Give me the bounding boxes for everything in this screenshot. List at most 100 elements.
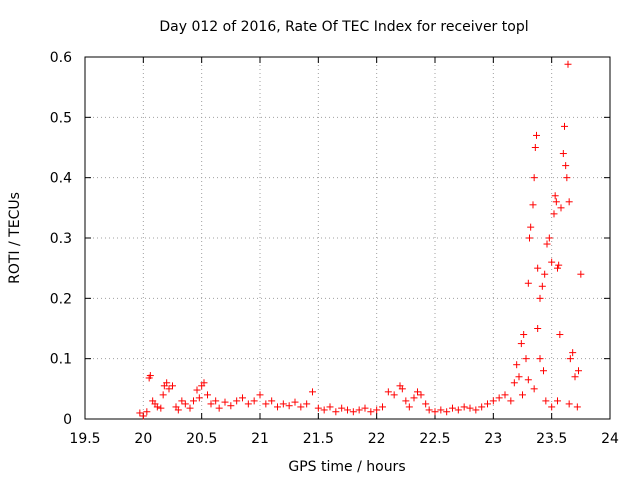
x-tick-label: 20.5 xyxy=(186,431,217,447)
data-point xyxy=(361,404,369,412)
data-point xyxy=(136,409,144,417)
data-point xyxy=(233,397,241,405)
data-point xyxy=(515,373,523,381)
data-point xyxy=(533,131,540,139)
data-point xyxy=(344,406,351,414)
data-point xyxy=(522,355,530,363)
y-tick-label: 0.5 xyxy=(50,110,72,126)
data-point xyxy=(449,404,456,412)
data-point xyxy=(554,397,561,405)
data-point xyxy=(186,404,194,412)
data-point xyxy=(541,270,549,278)
data-point xyxy=(297,403,305,411)
data-point xyxy=(545,234,553,242)
data-point xyxy=(520,331,528,339)
data-point xyxy=(262,400,270,408)
data-point xyxy=(279,400,287,408)
data-point xyxy=(309,388,316,396)
data-point xyxy=(417,391,425,399)
data-point xyxy=(195,394,203,402)
y-tick-label: 0.4 xyxy=(50,171,72,187)
data-point xyxy=(379,403,386,411)
y-tick-label: 0.1 xyxy=(50,352,72,368)
data-point xyxy=(524,376,532,384)
data-point xyxy=(543,240,551,248)
data-point xyxy=(562,162,570,170)
data-point xyxy=(507,397,515,405)
data-point xyxy=(303,400,311,408)
data-point xyxy=(159,391,167,399)
data-point xyxy=(536,294,544,302)
data-point xyxy=(349,408,357,416)
chart-title: Day 012 of 2016, Rate Of TEC Index for r… xyxy=(159,19,528,35)
data-point xyxy=(550,210,558,218)
data-point xyxy=(566,355,574,363)
data-point xyxy=(559,150,567,158)
data-point xyxy=(274,403,281,411)
data-point xyxy=(555,261,563,269)
data-point xyxy=(552,198,560,206)
data-point xyxy=(466,404,474,412)
data-point xyxy=(443,408,451,416)
data-point xyxy=(495,394,503,402)
ticks: 19.5 20 20.5 21 21.5 22 22.5 23 23.5 24 0 0.1 0.2 0.3… xyxy=(50,50,619,447)
data-point xyxy=(390,391,398,399)
data-point xyxy=(517,340,525,348)
x-tick-label: 19.5 xyxy=(69,431,100,447)
data-point xyxy=(548,403,556,411)
y-axis-label: ROTI / TECUs xyxy=(7,192,23,284)
data-point xyxy=(575,367,582,375)
x-tick-label: 22.5 xyxy=(419,431,450,447)
x-tick-label: 24 xyxy=(601,431,619,447)
data-point xyxy=(529,201,537,209)
data-point xyxy=(526,234,533,242)
data-point xyxy=(153,403,161,411)
data-point xyxy=(437,406,445,414)
data-point xyxy=(554,264,561,272)
data-point xyxy=(534,264,542,272)
data-point xyxy=(571,373,579,381)
data-point xyxy=(556,331,564,339)
y-tick-label: 0.2 xyxy=(50,291,72,307)
data-point xyxy=(314,404,322,412)
data-point xyxy=(146,372,154,380)
data-point xyxy=(489,397,497,405)
data-point xyxy=(268,397,276,405)
data-point xyxy=(561,122,568,130)
data-point xyxy=(367,408,375,416)
data-points xyxy=(136,60,585,420)
data-point xyxy=(193,386,201,394)
data-point xyxy=(534,325,542,332)
x-axis-label: GPS time / hours xyxy=(288,459,405,475)
data-point xyxy=(384,388,392,396)
data-point xyxy=(410,394,418,402)
data-point xyxy=(174,406,182,414)
data-point xyxy=(332,408,340,416)
data-point xyxy=(326,403,334,411)
data-point xyxy=(143,408,151,416)
data-point xyxy=(204,391,211,399)
data-point xyxy=(540,367,547,375)
data-point xyxy=(355,406,363,414)
data-point xyxy=(527,223,535,231)
data-point xyxy=(548,258,556,266)
data-point xyxy=(320,406,328,414)
data-point xyxy=(454,406,462,414)
data-point xyxy=(569,349,577,357)
data-point xyxy=(530,174,538,182)
data-point xyxy=(530,385,538,393)
data-point xyxy=(425,406,433,414)
data-point xyxy=(551,192,559,200)
data-point xyxy=(338,404,346,412)
x-tick-label: 23.5 xyxy=(536,431,567,447)
data-point xyxy=(221,398,229,406)
data-point xyxy=(557,204,565,212)
data-point xyxy=(200,379,208,387)
data-point xyxy=(422,400,430,408)
data-point xyxy=(285,402,293,410)
data-point xyxy=(139,412,147,420)
data-point xyxy=(212,397,220,405)
data-point xyxy=(524,279,532,287)
x-tick-label: 22 xyxy=(368,431,386,447)
